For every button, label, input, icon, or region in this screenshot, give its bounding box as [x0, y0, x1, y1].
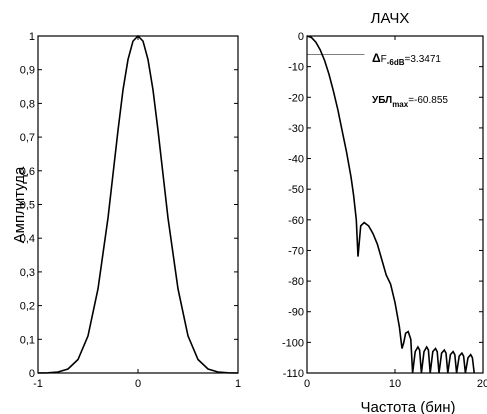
bandwidth-subscript: -6dB	[387, 58, 405, 67]
right-y-tick-label: -70	[288, 245, 304, 257]
right-x-axis-label: Частота (бин)	[360, 399, 455, 414]
right-y-tick-label: -10	[288, 62, 304, 74]
left-y-tick-label: 0,2	[20, 301, 35, 313]
bandwidth-annotation: ΔF-6dB=3.3471	[372, 51, 441, 67]
right-y-tick-label: -90	[288, 307, 304, 319]
bandwidth-symbol: F	[381, 54, 387, 65]
right-x-tick-label: 0	[304, 378, 310, 390]
amplitude-curve	[37, 34, 239, 374]
right-plot-frame	[306, 35, 484, 374]
right-y-tick-label: -100	[282, 337, 304, 349]
left-y-tick-label: 0,4	[20, 233, 35, 245]
right-y-tick-label: -20	[288, 92, 304, 104]
right-y-tick-label: -40	[288, 154, 304, 166]
left-y-tick-label: 0,7	[20, 132, 35, 144]
right-x-tick-label: 10	[389, 378, 401, 390]
amplitude-window-chart: Амплитуда 0 0,1 0,2 0,3 0,4 0,5 0,6 0,7 0,8 0,9 1 -…	[11, 31, 241, 390]
frequency-response-chart: ЛАЧХ Частота (бин) 0 -10 -20 -30 -40 -50 -60 -7…	[282, 10, 487, 414]
right-y-tick-label: -110	[283, 368, 304, 380]
right-x-tick-label: 20	[477, 378, 487, 390]
left-x-tick-label: 1	[235, 378, 241, 390]
left-plot-frame	[37, 35, 239, 374]
sidelobe-annotation: УБЛmax=-60.855	[372, 95, 448, 109]
right-y-tick-label: -60	[288, 215, 304, 227]
bandwidth-value: =3.3471	[405, 54, 442, 65]
delta-symbol: Δ	[372, 51, 381, 65]
left-y-tick-label: 1	[29, 31, 35, 43]
sidelobe-subscript: max	[392, 100, 409, 109]
right-chart-title: ЛАЧХ	[371, 10, 410, 27]
left-y-tick-label: 0,8	[20, 98, 35, 110]
right-y-tick-label: -30	[288, 123, 304, 135]
left-y-tick-label: 0,6	[20, 166, 35, 178]
right-y-tick-label: 0	[298, 31, 304, 43]
left-y-tick-label: 0,5	[20, 200, 35, 212]
left-y-tick-label: 0,3	[20, 267, 35, 279]
left-y-tick-label: 0,9	[20, 65, 35, 77]
sidelobe-value: =-60.855	[408, 95, 448, 106]
sidelobe-symbol: УБЛ	[372, 95, 392, 106]
right-y-tick-label: -50	[288, 184, 304, 196]
left-y-axis-label: Амплитуда	[11, 166, 28, 243]
right-y-tick-label: -80	[288, 276, 304, 288]
left-y-tick-label: 0	[29, 368, 35, 380]
left-x-tick-label: -1	[33, 378, 43, 390]
frequency-response-curve	[306, 35, 475, 374]
left-x-tick-label: 0	[135, 378, 141, 390]
left-y-tick-label: 0,1	[20, 334, 35, 346]
